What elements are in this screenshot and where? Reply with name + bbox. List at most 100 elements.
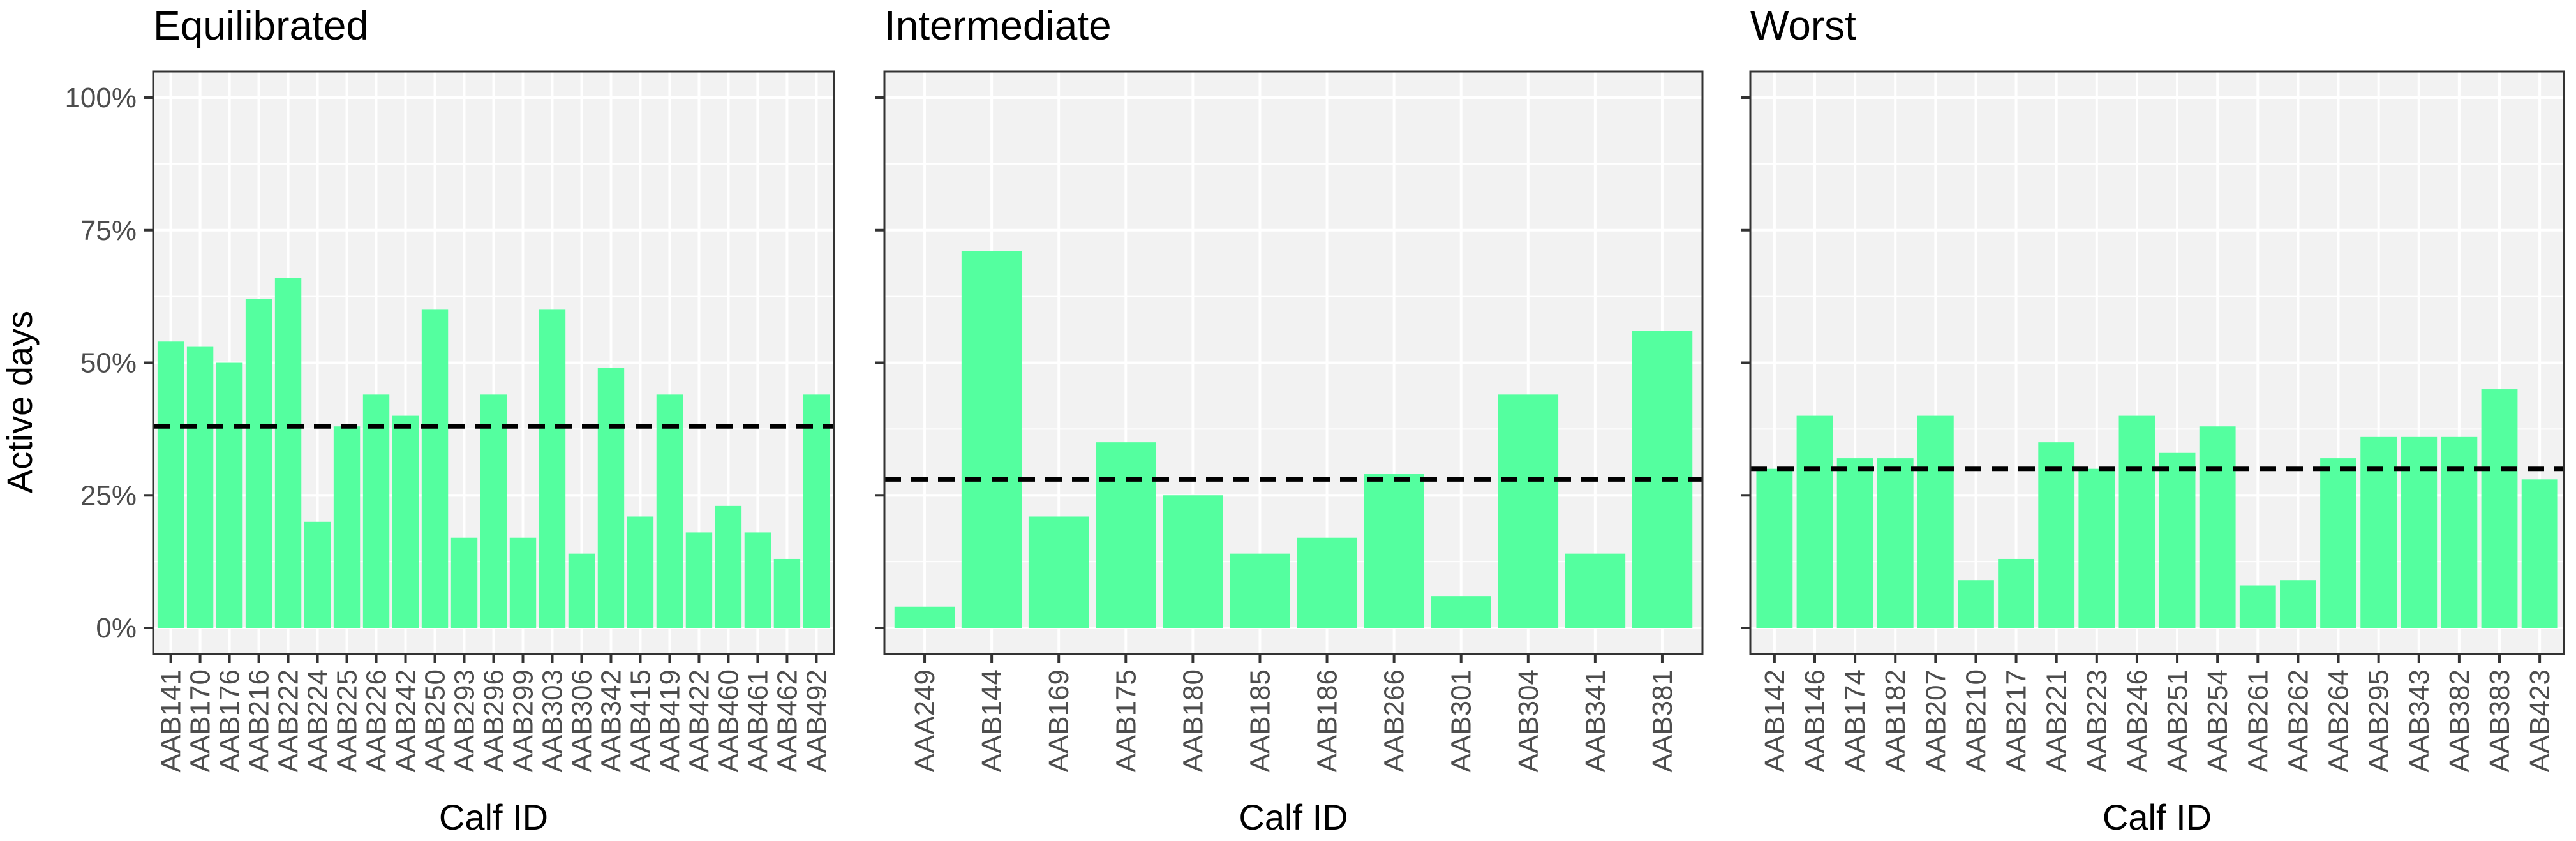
x-tick-label: AAB221 [2041,669,2073,772]
bar-aab295 [2360,436,2397,628]
bar-aab266 [1364,474,1424,628]
bar-aab461 [744,532,771,628]
bar-aab176 [216,362,243,628]
bar-aab419 [656,394,683,628]
bar-aab216 [245,299,272,628]
bar-aab261 [2239,585,2276,628]
bar-aab223 [2078,468,2115,628]
x-tick-label: AAB223 [2081,669,2113,772]
bar-aab180 [1163,495,1223,628]
bar-aab341 [1565,553,1626,628]
x-tick-label: AAB141 [156,669,187,772]
bar-aab144 [961,251,1022,628]
bar-aab250 [421,309,449,628]
bar-aab225 [333,426,361,628]
x-tick-label: AAB492 [801,669,832,772]
bar-aab242 [392,415,419,628]
x-tick-label: AAB185 [1244,669,1276,772]
x-tick-label: AAB306 [566,669,597,772]
panel-title: Worst [1750,3,1856,48]
x-tick-label: AAB383 [2484,669,2515,772]
x-tick-label: AAB207 [1920,669,1951,772]
bar-aab304 [1498,394,1559,628]
bar-aab303 [539,309,566,628]
x-tick-label: AAB303 [537,669,568,772]
x-tick-label: AAB262 [2282,669,2314,772]
bar-aab306 [568,553,595,628]
x-tick-label: AAB422 [683,669,715,772]
bar-aab343 [2401,436,2438,628]
x-tick-label: AAB301 [1446,669,1477,772]
x-tick-label: AAB169 [1043,669,1075,772]
bar-aab383 [2481,389,2518,628]
x-tick-label: AAB217 [2001,669,2032,772]
x-tick-label: AAB216 [244,669,275,772]
x-tick-label: AAB342 [595,669,627,772]
bar-aab186 [1297,537,1357,628]
bar-aab175 [1096,442,1156,628]
bar-aab207 [1917,415,1954,628]
bar-aab342 [597,368,625,628]
x-tick-label: AAB246 [2122,669,2153,772]
bar-aab264 [2320,458,2356,628]
x-tick-label: AAB461 [742,669,773,772]
x-tick-label: AAB266 [1379,669,1410,772]
x-tick-label: AAB146 [1799,669,1831,772]
x-tick-label: AAB462 [771,669,803,772]
panel-title: Equilibrated [153,3,369,48]
x-tick-label: AAB222 [273,669,304,772]
bar-aab170 [186,346,214,628]
bar-aab296 [480,394,507,628]
bar-aab462 [773,558,801,628]
x-tick-label: AAB415 [625,669,656,772]
x-tick-label: AAB251 [2162,669,2193,772]
bar-aab422 [685,532,713,628]
x-tick-label: AAB423 [2524,669,2556,772]
x-tick-label: AAB175 [1110,669,1142,772]
bar-aab174 [1836,458,1873,628]
y-tick-label: 50% [80,348,137,379]
bar-aab217 [1998,558,2034,628]
bar-aab146 [1796,415,1833,628]
bar-aab221 [2038,442,2075,628]
bar-aab492 [803,394,830,628]
x-tick-label: AAB299 [507,669,539,772]
bar-aab210 [1958,580,1994,628]
y-tick-label: 25% [80,480,137,511]
x-tick-label: AAB419 [654,669,685,772]
x-tick-label: AAB382 [2444,669,2475,772]
panel-worst: AAB142 AAB146 AAB174 AAB182 AAB207 AAB210 AAB2… [1741,3,2565,837]
x-tick-label: AAB293 [449,669,480,772]
panel-title: Intermediate [884,3,1112,48]
y-tick-label: 0% [96,613,137,644]
bar-aab226 [362,394,390,628]
x-tick-label: AAB242 [391,669,422,772]
x-tick-label: AAB343 [2404,669,2435,772]
panel-intermediate: AAA249 AAB144 AAB169 AAB175 AAB180 AAB185 AAB1… [875,3,1704,837]
bar-aab293 [450,537,478,628]
bar-aab423 [2521,479,2558,628]
x-tick-label: AAB250 [420,669,451,772]
bar-aaa249 [894,606,955,628]
bar-aab382 [2441,436,2478,628]
y-tick-label: 75% [80,215,137,246]
x-axis-label: Calf ID [1239,797,1348,837]
x-axis-label: Calf ID [439,797,548,837]
x-tick-label: AAB264 [2323,669,2355,772]
x-tick-label: AAB261 [2242,669,2274,772]
bar-aab142 [1756,468,1793,628]
bar-aab246 [2118,415,2155,628]
x-tick-label: AAB210 [1960,669,1992,772]
x-tick-label: AAB304 [1513,669,1544,772]
x-tick-label: AAB170 [185,669,216,772]
x-tick-label: AAB144 [976,669,1008,772]
y-tick-label: 100% [64,82,137,114]
x-tick-label: AAB176 [214,669,246,772]
x-tick-label: AAB296 [479,669,510,772]
bar-aab222 [274,278,302,628]
bar-aab254 [2199,426,2236,628]
bar-aab460 [715,505,742,628]
bar-aab299 [509,537,537,628]
x-axis-label: Calf ID [2103,797,2212,837]
